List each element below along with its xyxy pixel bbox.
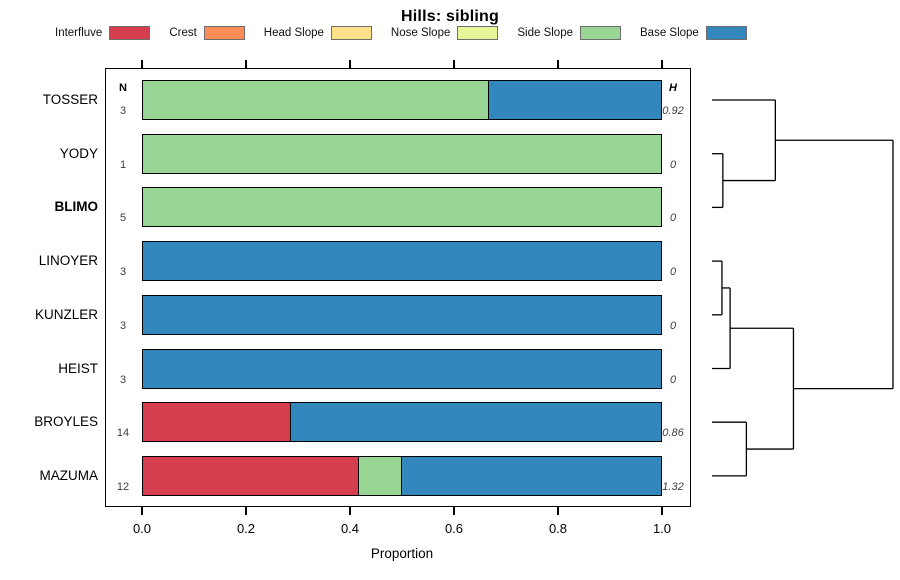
legend-swatch-head-slope: [330, 25, 372, 40]
h-value-heist: 0: [669, 373, 677, 386]
bar-broyles: [142, 402, 662, 443]
bar-mazuma: [142, 455, 662, 496]
legend-item-crest: Crest: [169, 25, 245, 40]
bottom-tick-0.8: [557, 507, 559, 515]
top-tick-0.4: [349, 60, 351, 68]
legend-item-base-slope: Base Slope: [640, 25, 747, 40]
h-value-mazuma: 1.32: [662, 480, 684, 493]
top-tick-0.0: [141, 60, 143, 68]
x-tick-label-0.8: 0.8: [548, 521, 568, 536]
bar-segment-side-slope: [143, 81, 489, 119]
x-tick-label-0.2: 0.2: [236, 521, 256, 536]
bar-kunzler: [142, 294, 662, 335]
top-tick-0.2: [245, 60, 247, 68]
x-axis-title: Proportion: [370, 546, 434, 561]
bottom-tick-0.2: [245, 507, 247, 515]
bottom-tick-0.6: [453, 507, 455, 515]
legend-label: Side Slope: [517, 26, 573, 39]
bar-segment-base-slope: [291, 403, 661, 442]
bar-segment-side-slope: [143, 134, 661, 173]
chart-title: Hills: sibling: [401, 8, 499, 25]
top-tick-0.8: [557, 60, 559, 68]
bar-segment-side-slope: [358, 456, 402, 495]
legend-swatch-base-slope: [705, 25, 747, 40]
bottom-tick-1.0: [661, 507, 663, 515]
n-value-blimo: 5: [119, 212, 127, 225]
top-tick-0.6: [453, 60, 455, 68]
legend-item-interfluve: Interfluve: [55, 25, 151, 40]
legend-item-head-slope: Head Slope: [263, 25, 372, 40]
n-value-heist: 3: [119, 373, 127, 386]
legend-label: Head Slope: [263, 26, 324, 39]
bar-segment-interfluve: [143, 403, 292, 442]
legend-swatch-side-slope: [580, 25, 621, 40]
n-value-broyles: 14: [116, 427, 130, 440]
bar-segment-base-slope: [143, 349, 661, 388]
legend-item-nose-slope: Nose Slope: [390, 25, 499, 40]
top-tick-1.0: [661, 60, 663, 68]
n-column-header: N: [119, 82, 127, 94]
n-value-mazuma: 12: [116, 480, 130, 493]
bar-blimo: [142, 187, 662, 228]
h-value-blimo: 0: [669, 212, 677, 225]
legend-label: Interfluve: [55, 26, 103, 39]
legend: Interfluve Crest Head Slope Nose Slope Side …: [55, 24, 747, 41]
h-column-header: H: [669, 82, 677, 94]
x-tick-label-0.4: 0.4: [340, 521, 360, 536]
legend-label: Nose Slope: [390, 26, 451, 39]
row-label-kunzler: KUNZLER: [34, 306, 98, 322]
legend-item-side-slope: Side Slope: [517, 25, 621, 40]
legend-swatch-crest: [203, 25, 245, 40]
h-value-tosser: 0.92: [662, 105, 684, 117]
row-label-mazuma: MAZUMA: [39, 467, 99, 483]
n-value-linoyer: 3: [119, 266, 127, 279]
row-label-yody: YODY: [59, 145, 98, 161]
row-label-broyles: BROYLES: [34, 414, 98, 430]
bar-segment-base-slope: [401, 456, 661, 495]
n-value-yody: 1: [119, 158, 127, 171]
row-label-heist: HEIST: [58, 360, 98, 376]
x-tick-label-0.0: 0.0: [132, 521, 152, 536]
bar-yody: [142, 133, 662, 174]
legend-label: Crest: [169, 26, 197, 39]
bar-segment-base-slope: [143, 242, 661, 281]
legend-swatch-nose-slope: [457, 25, 499, 40]
bottom-tick-0.4: [349, 507, 351, 515]
bar-heist: [142, 348, 662, 389]
x-tick-label-1.0: 1.0: [652, 521, 672, 536]
x-tick-label-0.6: 0.6: [444, 521, 464, 536]
row-label-blimo: BLIMO: [54, 199, 99, 215]
bar-segment-base-slope: [488, 81, 661, 119]
bar-tosser: [142, 80, 662, 120]
bar-segment-side-slope: [143, 188, 661, 227]
n-value-kunzler: 3: [119, 319, 127, 332]
bottom-tick-0.0: [141, 507, 143, 515]
bar-segment-base-slope: [143, 295, 661, 334]
h-value-broyles: 0.86: [662, 427, 684, 440]
bar-linoyer: [142, 241, 662, 282]
h-value-yody: 0: [669, 158, 677, 171]
row-label-tosser: TOSSER: [42, 92, 98, 107]
row-label-linoyer: LINOYER: [38, 253, 98, 269]
h-value-kunzler: 0: [669, 319, 677, 332]
legend-label: Base Slope: [640, 26, 699, 39]
bar-segment-interfluve: [143, 456, 359, 495]
n-value-tosser: 3: [119, 105, 127, 117]
h-value-linoyer: 0: [669, 266, 677, 279]
legend-swatch-interfluve: [109, 25, 151, 40]
